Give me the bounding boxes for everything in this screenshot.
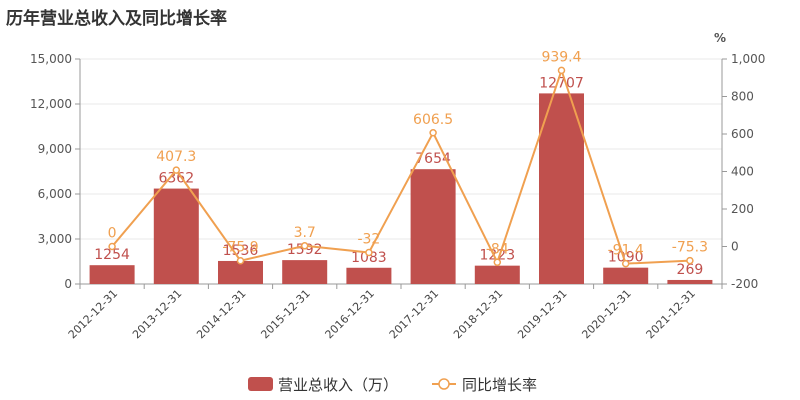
line-value-label: 3.7 — [294, 225, 316, 241]
right-tick-label: 400 — [731, 165, 754, 179]
x-tick-label: 2013-12-31 — [130, 287, 184, 341]
legend-bar-label: 营业总收入（万） — [278, 376, 398, 394]
bars — [89, 93, 713, 285]
right-tick-label: 1,000 — [731, 52, 765, 66]
legend-item-growth[interactable]: 同比增长率 — [432, 376, 537, 394]
left-tick-label: 3,000 — [38, 232, 72, 246]
right-tick-label: 200 — [731, 202, 754, 216]
bar — [218, 260, 263, 284]
left-axis-ticks: 0 3,000 6,000 9,000 12,000 15,000 — [30, 52, 80, 291]
line-value-label: 0 — [108, 226, 117, 242]
line-points — [108, 66, 694, 268]
x-tick-label: 2015-12-31 — [258, 287, 312, 341]
growth-line — [111, 67, 690, 265]
line-value-label: -32 — [357, 232, 380, 248]
bar — [603, 267, 649, 284]
line-labels: 0 407.3 -75.9 3.7 -32 606.5 -84 939.4 -91.4 -75.3 — [108, 49, 708, 258]
legend: 营业总收入（万） 同比增长率 — [248, 376, 537, 394]
bar — [89, 265, 135, 284]
right-tick-label: 800 — [731, 90, 754, 104]
right-axis-ticks: -200 0 200 400 600 800 1,000 — [722, 52, 765, 291]
bar-value-label: 1083 — [351, 250, 387, 266]
line-point — [429, 129, 437, 137]
line-point — [686, 256, 694, 265]
left-tick-label: 12,000 — [30, 97, 72, 111]
left-tick-label: 6,000 — [38, 187, 72, 201]
bar — [474, 265, 520, 284]
bar-value-label: 1254 — [94, 247, 130, 263]
x-tick-label: 2018-12-31 — [451, 287, 505, 341]
x-tick-label: 2019-12-31 — [515, 287, 569, 341]
bar-value-label: 1090 — [608, 250, 644, 266]
bar-value-label: 12707 — [539, 75, 584, 91]
left-tick-label: 0 — [64, 277, 72, 291]
left-tick-label: 15,000 — [30, 52, 72, 66]
line-point — [172, 166, 181, 174]
bar — [282, 260, 328, 284]
right-tick-label: -200 — [731, 277, 758, 291]
line-point — [365, 248, 373, 257]
chart-title: 历年营业总收入及同比增长率 — [6, 9, 227, 29]
line-value-label: -75.3 — [672, 240, 708, 256]
line-value-label: -84 — [486, 241, 509, 257]
line-point — [236, 256, 245, 265]
x-axis-ticks: 2012-12-31 2013-12-31 2014-12-31 2015-12-31… — [66, 284, 723, 341]
x-tick-label: 2017-12-31 — [387, 287, 441, 341]
legend-item-revenue[interactable]: 营业总收入（万） — [248, 376, 398, 394]
bar-value-label: 7654 — [415, 151, 451, 167]
bar — [153, 188, 199, 284]
line-value-label: -75.9 — [222, 240, 258, 256]
bar-value-label: 1223 — [479, 248, 515, 264]
bar-value-label: 269 — [677, 262, 704, 278]
line-value-label: 606.5 — [413, 112, 453, 128]
bar — [346, 267, 392, 284]
line-value-label: 939.4 — [541, 49, 581, 65]
legend-bar-swatch — [248, 377, 273, 391]
x-tick-label: 2014-12-31 — [194, 287, 248, 341]
bar — [667, 279, 713, 284]
x-tick-label: 2012-12-31 — [66, 287, 120, 341]
bar — [539, 93, 584, 285]
line-value-label: -91.4 — [608, 243, 644, 259]
line-point — [621, 259, 630, 268]
legend-line-marker — [438, 378, 450, 390]
left-tick-label: 9,000 — [38, 142, 72, 156]
right-tick-label: 600 — [731, 127, 754, 141]
x-tick-label: 2020-12-31 — [579, 287, 633, 341]
line-point — [493, 258, 502, 266]
x-tick-label: 2021-12-31 — [644, 287, 698, 341]
right-axis-unit: % — [714, 31, 726, 45]
x-tick-label: 2016-12-31 — [323, 287, 377, 341]
line-point — [300, 242, 309, 250]
legend-line-label: 同比增长率 — [462, 376, 537, 394]
line-point — [557, 66, 566, 75]
bar — [410, 169, 456, 284]
line-value-label: 407.3 — [156, 149, 196, 165]
right-tick-label: 0 — [731, 240, 739, 254]
line-point — [108, 242, 116, 251]
